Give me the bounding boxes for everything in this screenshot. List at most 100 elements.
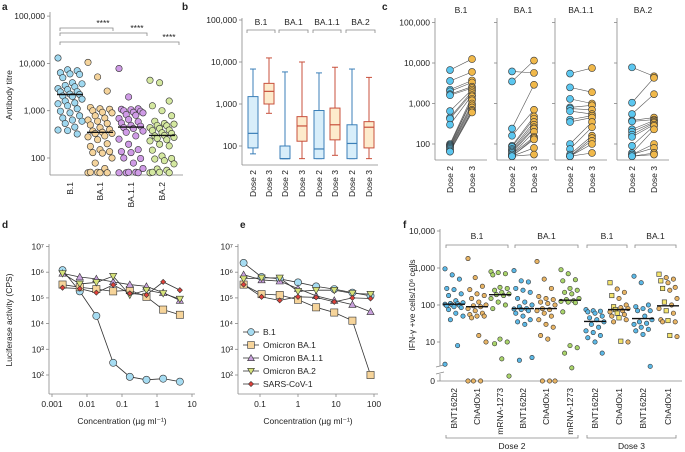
data-point xyxy=(587,315,593,321)
data-point xyxy=(456,276,462,282)
data-point xyxy=(599,350,605,356)
data-point xyxy=(451,287,457,293)
data-point xyxy=(592,339,598,345)
data-point xyxy=(89,149,97,157)
data-point xyxy=(293,288,303,296)
data-point xyxy=(504,339,510,345)
axis-break xyxy=(435,371,445,375)
data-point xyxy=(562,350,568,356)
data-point xyxy=(658,278,664,284)
data-point xyxy=(108,154,116,162)
data-point xyxy=(86,168,94,176)
data-point xyxy=(64,102,72,110)
data-point xyxy=(656,271,662,277)
dose-3-point xyxy=(530,56,538,65)
data-point xyxy=(86,121,94,129)
data-point xyxy=(115,169,123,177)
group-bracket xyxy=(345,29,376,33)
data-point xyxy=(497,284,503,290)
data-point xyxy=(488,295,494,301)
data-point xyxy=(120,154,128,162)
data-point xyxy=(469,315,475,321)
dose-3-point xyxy=(588,88,596,97)
data-point xyxy=(146,76,154,84)
data-point xyxy=(56,107,64,115)
dose-group-bracket xyxy=(586,435,677,439)
data-point xyxy=(585,335,591,341)
data-point xyxy=(541,276,547,282)
data-point xyxy=(522,321,528,327)
axis-break xyxy=(435,364,445,368)
data-point xyxy=(76,285,83,292)
data-point xyxy=(483,339,489,345)
data-point xyxy=(621,312,627,318)
data-point xyxy=(541,310,547,316)
data-point xyxy=(543,321,549,327)
data-point xyxy=(54,100,62,108)
data-point xyxy=(96,169,104,177)
data-point xyxy=(348,316,357,325)
x-tick-label: ChAdOx1 xyxy=(472,388,482,425)
data-point xyxy=(611,319,617,325)
variant-group-label: B.1 xyxy=(601,231,614,241)
data-point xyxy=(449,272,455,278)
data-point xyxy=(481,293,487,299)
dose-3-point xyxy=(650,90,658,98)
data-point xyxy=(71,123,79,131)
data-point xyxy=(495,299,501,305)
data-point xyxy=(312,286,321,295)
variant-group-bracket xyxy=(586,244,628,248)
data-point xyxy=(115,135,123,143)
x-tick-label: 1 xyxy=(155,399,160,409)
data-point xyxy=(560,309,566,315)
data-point xyxy=(565,271,571,277)
data-point xyxy=(137,155,145,163)
dose-3-point xyxy=(468,68,476,76)
data-point xyxy=(572,277,578,283)
data-point xyxy=(520,287,526,293)
data-point xyxy=(607,280,613,286)
data-point xyxy=(465,378,471,384)
pair-line xyxy=(511,84,535,129)
y-tick-label: 10⁵ xyxy=(31,293,44,303)
subpanel-title: BA.1.1 xyxy=(568,5,594,15)
data-point xyxy=(331,298,338,305)
group-label: BA.1 xyxy=(284,17,303,27)
data-point xyxy=(139,109,147,117)
data-point xyxy=(109,287,118,296)
data-point xyxy=(275,274,284,283)
x-tick-label: Dose 3 xyxy=(587,166,597,193)
y-tick-label: 10² xyxy=(221,370,233,380)
legend-label: SARS-CoV-1 xyxy=(263,379,313,389)
data-point xyxy=(663,275,669,281)
data-point xyxy=(621,289,627,295)
x-tick-label: Dose 2 xyxy=(347,170,357,197)
pair-line xyxy=(631,77,655,103)
data-point xyxy=(366,290,375,299)
data-point xyxy=(534,258,540,264)
data-point xyxy=(366,371,375,379)
x-tick-label: ChAdOx1 xyxy=(663,388,673,425)
data-point xyxy=(258,293,265,300)
data-point xyxy=(465,256,471,262)
dose-group-label: Dose 3 xyxy=(618,441,645,451)
data-point xyxy=(73,105,81,113)
data-point xyxy=(633,328,639,334)
data-point xyxy=(472,275,478,281)
data-point xyxy=(616,315,622,321)
panel-label: f xyxy=(403,220,407,231)
data-point xyxy=(125,140,133,148)
pair-line xyxy=(449,71,473,82)
data-point xyxy=(569,365,575,371)
data-point xyxy=(367,295,374,302)
y-tick-label: 100,000 xyxy=(206,15,237,25)
data-point xyxy=(538,332,544,338)
data-point xyxy=(460,313,466,319)
data-point xyxy=(529,302,535,308)
panel-label: c xyxy=(382,2,388,13)
data-point xyxy=(175,295,184,304)
data-point xyxy=(472,308,478,314)
x-tick-label: ChAdOx1 xyxy=(614,388,624,425)
data-point xyxy=(165,142,173,150)
variant-group-label: B.1 xyxy=(471,231,484,241)
